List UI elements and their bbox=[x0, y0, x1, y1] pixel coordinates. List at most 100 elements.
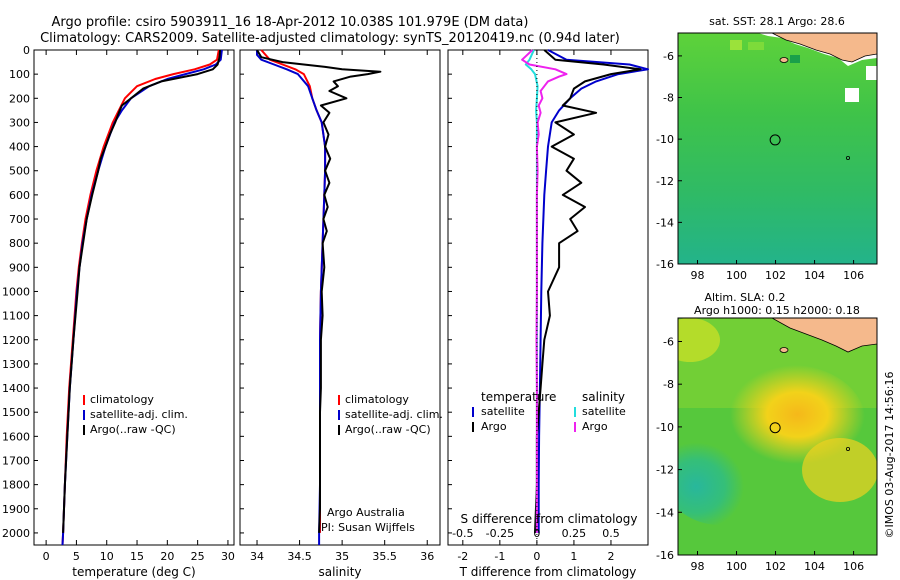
s-tick-label: -0.25 bbox=[486, 527, 514, 540]
legend-entry: satellite bbox=[481, 405, 525, 418]
x-tick-label: 34 bbox=[250, 550, 264, 563]
sla-island bbox=[779, 347, 789, 353]
sst-island bbox=[846, 155, 851, 160]
y-tick-label: 1900 bbox=[2, 503, 30, 516]
plot-frame bbox=[239, 49, 441, 546]
series-line-3 bbox=[521, 49, 568, 533]
y-tick-label: 800 bbox=[9, 237, 30, 250]
map-x-tick-label: 98 bbox=[691, 269, 705, 282]
map-y-tick-label: -8 bbox=[663, 378, 674, 391]
x-tick-label: 0 bbox=[43, 550, 50, 563]
map-y-tick-label: -6 bbox=[663, 50, 674, 63]
map-x-tick-label: 104 bbox=[804, 269, 825, 282]
y-tick-label: 900 bbox=[9, 261, 30, 274]
sst-field bbox=[678, 33, 877, 264]
y-tick-label: 0 bbox=[23, 44, 30, 57]
sla-profile-marker bbox=[769, 422, 781, 434]
map-y-tick-label: -6 bbox=[663, 335, 674, 348]
s-axis-label: S difference from climatology bbox=[461, 512, 638, 526]
map-y-tick-label: -8 bbox=[663, 92, 674, 105]
sst-land-java bbox=[771, 33, 877, 63]
legend-entry: Argo bbox=[582, 420, 608, 433]
x-tick-label: -2 bbox=[457, 550, 468, 563]
s-tick-label: 0.5 bbox=[602, 527, 620, 540]
sst-missing-patch bbox=[866, 66, 877, 80]
map-x-tick-label: 106 bbox=[843, 560, 864, 573]
temperature-panel: 0 5 10 15 20 25 300100200300400500600700800900… bbox=[2, 44, 235, 579]
copyright-timestamp: ©IMOS 03-Aug-2017 14:56:16 bbox=[883, 372, 896, 539]
map-y-tick-label: -12 bbox=[656, 175, 674, 188]
map-x-tick-label: 102 bbox=[765, 560, 786, 573]
map-y-tick-label: -12 bbox=[656, 464, 674, 477]
sla-map-subtitle: Argo h1000: 0.15 h2000: 0.18 bbox=[694, 304, 860, 317]
sst-map-frame bbox=[677, 32, 878, 265]
map-y-tick-label: -16 bbox=[656, 549, 674, 562]
x-tick-label: 5 bbox=[73, 550, 80, 563]
annotation-line: Argo Australia bbox=[327, 506, 405, 519]
s-tick-label: 0 bbox=[533, 527, 540, 540]
legend-title: temperature bbox=[481, 390, 556, 404]
y-tick-label: 100 bbox=[9, 68, 30, 81]
map-y-tick-label: -16 bbox=[656, 258, 674, 271]
sst-cool-patch bbox=[790, 55, 800, 63]
legend-entry: Argo bbox=[481, 420, 507, 433]
x-axis-label: temperature (deg C) bbox=[72, 565, 195, 579]
sla-high-anomaly bbox=[802, 438, 877, 502]
x-tick-label: 15 bbox=[130, 550, 144, 563]
y-tick-label: 1300 bbox=[2, 358, 30, 371]
x-tick-label: 0 bbox=[533, 550, 540, 563]
sst-island bbox=[779, 57, 789, 63]
x-axis-label: T difference from climatology bbox=[459, 565, 637, 579]
map-x-tick-label: 104 bbox=[804, 560, 825, 573]
y-tick-label: 600 bbox=[9, 189, 30, 202]
sst-map: sat. SST: 28.1 Argo: 28.6 98 100 102 104 106… bbox=[656, 15, 878, 282]
salinity-panel: 34 34.5 35 35.5 36 salinity climatology satelli… bbox=[239, 49, 443, 579]
sla-land-java bbox=[771, 318, 877, 353]
sst-map-title: sat. SST: 28.1 Argo: 28.6 bbox=[709, 15, 845, 28]
legend-title: salinity bbox=[582, 390, 625, 404]
sla-map-title: Altim. SLA: 0.2 bbox=[704, 291, 785, 304]
series-line-2 bbox=[62, 49, 222, 533]
y-tick-label: 1400 bbox=[2, 382, 30, 395]
header-title-line1: Argo profile: csiro 5903911_16 18-Apr-20… bbox=[52, 15, 529, 30]
map-x-tick-label: 106 bbox=[843, 269, 864, 282]
sst-warm-patch bbox=[730, 40, 742, 50]
sst-profile-marker bbox=[769, 134, 781, 146]
y-tick-label: 1100 bbox=[2, 310, 30, 323]
series-line-0 bbox=[61, 49, 220, 546]
map-x-tick-label: 98 bbox=[691, 560, 705, 573]
x-tick-label: 34.5 bbox=[287, 550, 312, 563]
map-y-tick-label: -14 bbox=[656, 216, 674, 229]
legend-entry: Argo(..raw -QC) bbox=[90, 423, 176, 436]
series-line-2 bbox=[524, 49, 539, 533]
sst-warm-patch bbox=[748, 42, 764, 50]
map-y-tick-label: -10 bbox=[656, 133, 674, 146]
x-tick-label: 36 bbox=[420, 550, 434, 563]
x-tick-label: 20 bbox=[160, 550, 174, 563]
y-tick-label: 700 bbox=[9, 213, 30, 226]
annotation-line: PI: Susan Wijffels bbox=[321, 521, 415, 534]
map-x-tick-label: 100 bbox=[726, 560, 747, 573]
y-tick-label: 1800 bbox=[2, 479, 30, 492]
legend-entry: satellite bbox=[582, 405, 626, 418]
sla-map-frame bbox=[677, 317, 878, 556]
sla-island bbox=[846, 446, 851, 451]
difference-panel: -2 -1 0 1 2 T difference from climatology -0.5… bbox=[447, 49, 649, 579]
series-line-0 bbox=[537, 49, 649, 533]
series-line-0 bbox=[260, 49, 327, 533]
series-line-1 bbox=[534, 49, 642, 533]
sla-high-patch bbox=[678, 318, 720, 362]
legend-entry: satellite-adj. clim. bbox=[345, 408, 443, 421]
sla-map: Altim. SLA: 0.2 Argo h1000: 0.15 h2000: … bbox=[656, 291, 878, 573]
map-y-tick-label: -14 bbox=[656, 506, 674, 519]
x-axis-label: salinity bbox=[318, 565, 361, 579]
header-title-line2: Climatology: CARS2009. Satellite-adjuste… bbox=[40, 31, 620, 46]
legend-entry: satellite-adj. clim. bbox=[90, 408, 188, 421]
x-tick-label: 35.5 bbox=[372, 550, 397, 563]
map-x-tick-label: 100 bbox=[726, 269, 747, 282]
x-tick-label: -1 bbox=[494, 550, 505, 563]
x-tick-label: 25 bbox=[191, 550, 205, 563]
legend-entry: Argo(..raw -QC) bbox=[345, 423, 431, 436]
y-tick-label: 400 bbox=[9, 141, 30, 154]
